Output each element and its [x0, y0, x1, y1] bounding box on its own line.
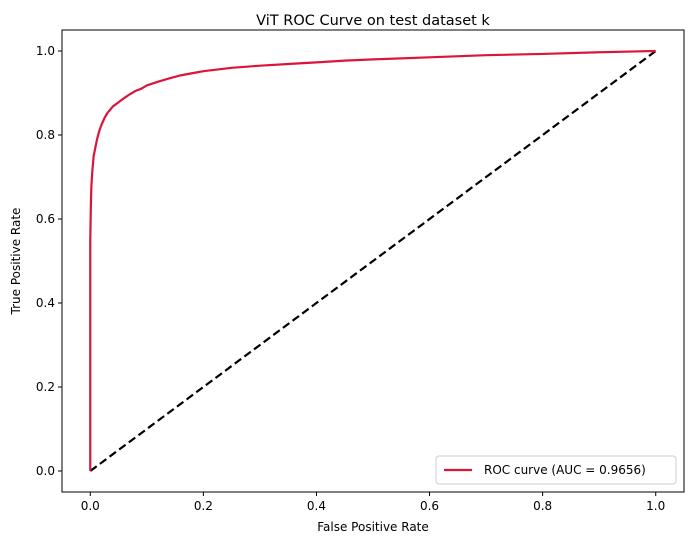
- y-axis-title: True Positive Rate: [9, 208, 23, 316]
- y-tick-label: 1.0: [36, 44, 55, 58]
- x-tick-label: 1.0: [646, 499, 665, 513]
- y-tick-label: 0.8: [36, 128, 55, 142]
- y-tick-label: 0.6: [36, 212, 55, 226]
- plot-area: [89, 49, 657, 472]
- y-tick-label: 0.2: [36, 380, 55, 394]
- x-tick-label: 0.0: [81, 499, 100, 513]
- x-tick-label: 0.6: [420, 499, 439, 513]
- y-tick-label: 0.4: [36, 296, 55, 310]
- x-axis-title: False Positive Rate: [317, 520, 429, 534]
- x-tick-label: 0.8: [533, 499, 552, 513]
- x-tick-label: 0.4: [307, 499, 326, 513]
- legend-label: ROC curve (AUC = 0.9656): [484, 463, 646, 477]
- plot-frame: [61, 29, 685, 493]
- chance-diagonal-line: [89, 50, 657, 472]
- axis-ticks: 0.0 0.2 0.4 0.6 0.8 1.0 0.0 0.2 0.4 0.6 0.8 1.0: [36, 44, 665, 513]
- y-tick-label: 0.0: [36, 464, 55, 478]
- x-tick-label: 0.2: [194, 499, 213, 513]
- legend-box: [435, 455, 677, 485]
- chart-title: ViT ROC Curve on test dataset k: [256, 13, 490, 29]
- legend: ROC curve (AUC = 0.9656): [435, 455, 677, 485]
- roc-curve-line: [89, 49, 656, 471]
